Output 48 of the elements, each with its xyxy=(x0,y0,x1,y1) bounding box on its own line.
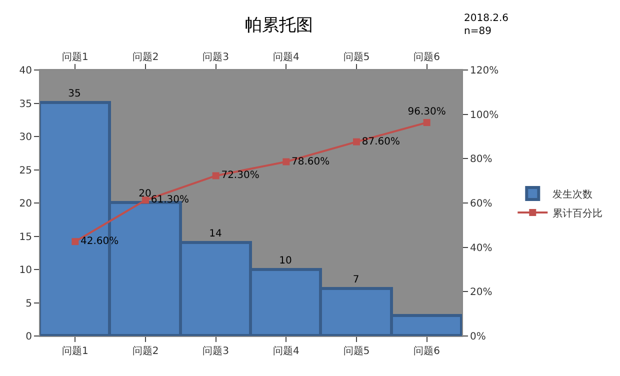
category-label: 问题5 xyxy=(343,346,370,357)
point xyxy=(353,138,360,146)
x-tick-label: 问题2 xyxy=(132,51,159,63)
point xyxy=(142,196,149,204)
y-tick-label: 35 xyxy=(19,98,32,110)
point xyxy=(72,238,79,246)
x-tick-label: 问题6 xyxy=(414,51,440,63)
category-label: 问题3 xyxy=(202,346,230,357)
data-label: 35 xyxy=(68,88,81,100)
x-tick-label: 问题5 xyxy=(343,51,370,63)
y-tick-label: 5 xyxy=(26,298,32,310)
y-tick-label: 20 xyxy=(19,198,32,210)
y-tick-label: 15 xyxy=(19,232,32,243)
y-tick-label: 0 xyxy=(26,332,32,342)
data-label: 78.60% xyxy=(292,156,330,168)
category-label: 问题4 xyxy=(272,346,300,357)
data-label: 10 xyxy=(279,256,292,266)
y2-tick-label: 100% xyxy=(470,110,499,121)
data-label: 42.60% xyxy=(80,236,119,248)
point xyxy=(423,119,430,126)
legend-label: 累计百分比 xyxy=(552,207,603,220)
data-label: 96.30% xyxy=(408,106,446,118)
data-label: 7 xyxy=(352,274,360,286)
category-label: 问题6 xyxy=(414,346,440,357)
y-tick-label: 40 xyxy=(19,66,32,76)
data-label: 87.60% xyxy=(362,136,400,148)
y2-tick-label: 0% xyxy=(470,332,486,342)
category-label: 问题2 xyxy=(132,346,159,357)
y-tick-label: 30 xyxy=(19,132,32,143)
chart-title: 帕累托图 xyxy=(245,16,313,36)
x-tick-label: 问题4 xyxy=(272,51,300,63)
data-label: 72.30% xyxy=(221,170,260,182)
data-label: 20 xyxy=(138,188,152,200)
point xyxy=(212,172,220,180)
text: 2018.2.6 n=89 xyxy=(464,13,509,37)
category-label: 问题1 xyxy=(62,346,88,357)
point xyxy=(282,158,290,166)
data-label: 14 xyxy=(209,228,222,240)
y-tick-label: 25 xyxy=(19,165,32,176)
y-tick-label: 10 xyxy=(19,265,32,276)
y2-tick-label: 60% xyxy=(470,198,492,210)
x-tick-label: 问题3 xyxy=(202,51,230,63)
legend-label: 发生次数 xyxy=(552,188,593,200)
y2-tick-label: 20% xyxy=(470,287,492,298)
y2-tick-label: 40% xyxy=(470,242,492,254)
y2-tick-label: 120% xyxy=(470,66,499,76)
y2-tick-label: 80% xyxy=(470,154,492,166)
x-tick-label: 问题1 xyxy=(62,51,88,63)
